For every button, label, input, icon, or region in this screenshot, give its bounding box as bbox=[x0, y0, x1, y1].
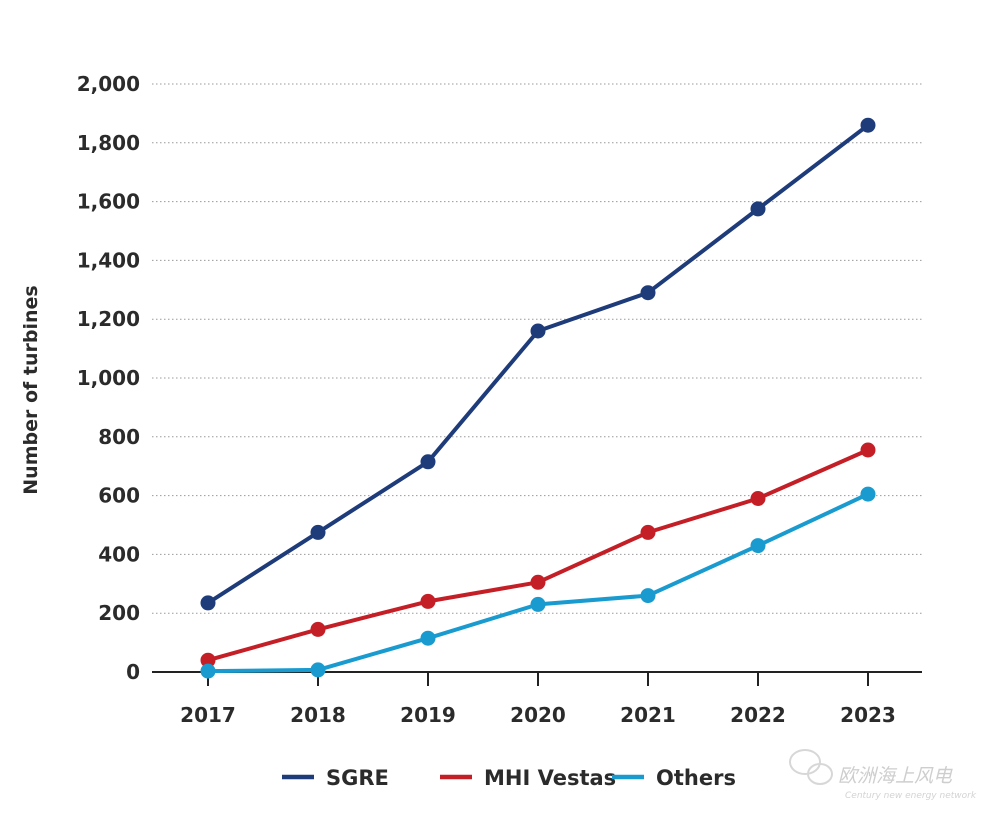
data-point-mhi-vestas bbox=[310, 621, 326, 637]
y-tick-label: 600 bbox=[98, 484, 140, 508]
data-point-others bbox=[860, 486, 876, 502]
data-point-sgre bbox=[640, 285, 656, 301]
y-tick-label: 200 bbox=[98, 601, 140, 625]
data-point-mhi-vestas bbox=[420, 593, 436, 609]
data-point-sgre bbox=[310, 524, 326, 540]
y-tick-label: 1,600 bbox=[77, 190, 140, 214]
legend-label: SGRE bbox=[326, 766, 389, 790]
data-point-others bbox=[530, 596, 546, 612]
data-point-mhi-vestas bbox=[750, 491, 766, 506]
series-mhi-vestas bbox=[200, 442, 876, 668]
y-tick-label: 2,000 bbox=[77, 72, 140, 96]
watermark: 欧洲海上风电 Century new energy network bbox=[789, 749, 977, 801]
y-tick-label: 1,800 bbox=[77, 131, 140, 155]
legend-label: Others bbox=[656, 766, 736, 790]
x-tick-label: 2019 bbox=[400, 703, 456, 727]
x-tick-label: 2023 bbox=[840, 703, 896, 727]
x-tick-label: 2022 bbox=[730, 703, 786, 727]
y-tick-label: 800 bbox=[98, 425, 140, 449]
data-point-others bbox=[420, 630, 436, 646]
legend-item-mhi-vestas: MHI Vestas bbox=[440, 766, 616, 790]
data-point-mhi-vestas bbox=[860, 442, 876, 458]
data-point-sgre bbox=[530, 323, 546, 339]
data-point-mhi-vestas bbox=[530, 574, 546, 590]
wechat-logo-icon bbox=[789, 749, 833, 785]
data-point-sgre bbox=[860, 117, 876, 133]
x-tick-label: 2021 bbox=[620, 703, 676, 727]
y-tick-label: 400 bbox=[98, 542, 140, 566]
data-point-sgre bbox=[200, 595, 216, 611]
x-tick-label: 2020 bbox=[510, 703, 566, 727]
y-axis-title: Number of turbines bbox=[20, 285, 42, 494]
x-tick-label: 2017 bbox=[180, 703, 236, 727]
data-point-others bbox=[750, 538, 766, 554]
data-point-others bbox=[310, 662, 326, 678]
y-tick-label: 1,200 bbox=[77, 307, 140, 331]
watermark-text: 欧洲海上风电 bbox=[838, 765, 953, 787]
data-point-sgre bbox=[750, 201, 766, 217]
series-others bbox=[200, 486, 876, 679]
data-point-others bbox=[640, 588, 656, 604]
x-tick-label: 2018 bbox=[290, 703, 346, 727]
data-point-sgre bbox=[420, 454, 436, 470]
y-axis-ticks: 0 200 400 600 800 1,000 1,200 1,400 1,600 1,800 2,… bbox=[77, 72, 140, 684]
gridlines bbox=[152, 83, 922, 614]
y-tick-label: 0 bbox=[126, 660, 140, 684]
series-line-mhi-vestas bbox=[207, 448, 869, 663]
series-line-sgre bbox=[206, 123, 870, 605]
data-point-mhi-vestas bbox=[640, 524, 656, 540]
legend: SGRE MHI Vestas Others bbox=[282, 766, 736, 790]
series-sgre bbox=[200, 117, 876, 611]
data-point-others bbox=[200, 663, 216, 679]
watermark-subtext: Century new energy network bbox=[845, 791, 977, 801]
y-tick-label: 1,400 bbox=[77, 248, 140, 272]
legend-label: MHI Vestas bbox=[484, 766, 616, 790]
series-group bbox=[200, 117, 876, 679]
y-tick-label: 1,000 bbox=[77, 366, 140, 390]
x-axis-ticks: 2017 2018 2019 2020 2021 2022 2023 bbox=[180, 672, 896, 727]
legend-item-others: Others bbox=[612, 766, 736, 790]
data-point-mhi-vestas bbox=[200, 652, 216, 668]
legend-item-sgre: SGRE bbox=[282, 766, 389, 790]
